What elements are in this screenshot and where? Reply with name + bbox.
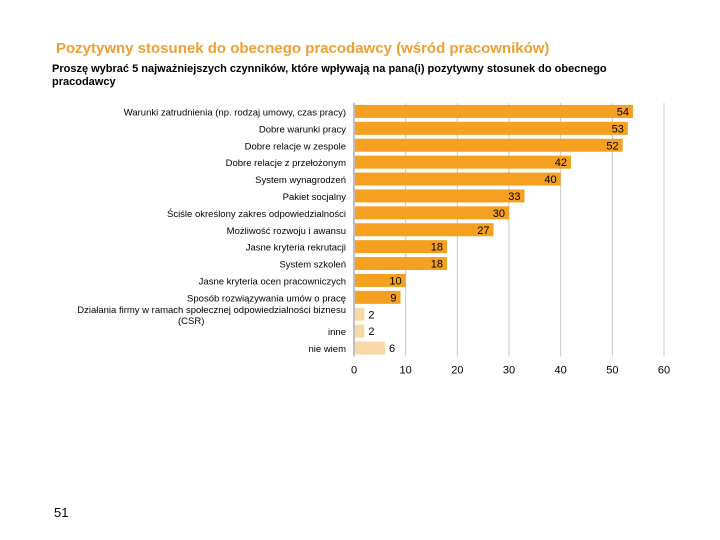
data-label: 40 [544,174,556,186]
bar [355,341,385,355]
page-number: 51 [54,505,69,520]
bar [355,223,494,237]
bar [355,206,509,220]
data-label: 42 [555,157,567,169]
x-tick-label: 50 [606,365,618,377]
category-label: Dobre relacje z przełożonym [226,158,346,169]
category-label: Dobre relacje w zespole [245,141,346,152]
category-label: Warunki zatrudnienia (np. rodzaj umowy, … [124,107,346,118]
data-label: 53 [612,123,624,135]
category-label: Sposób rozwiązywania umów o pracę [187,293,346,304]
category-label: Ściśle określony zakres odpowiedzialnośc… [167,208,346,220]
chart-title: Pozytywny stosunek do obecnego pracodawc… [56,40,550,57]
bar [355,273,406,287]
category-label: Jasne kryteria ocen pracowniczych [199,276,346,287]
bar [355,257,447,271]
category-label: Jasne kryteria rekrutacji [246,243,346,254]
bar [355,121,628,135]
bar [355,172,561,186]
x-tick-label: 20 [451,365,463,377]
x-tick-label: 10 [400,365,412,377]
x-tick-label: 60 [658,365,670,377]
bar [355,240,447,254]
category-label: System wynagrodzeń [255,175,346,186]
bar [355,324,365,338]
category-label: Działania firmy w ramach społecznej odpo… [77,305,346,316]
data-label: 6 [389,343,395,355]
data-label: 2 [368,309,374,321]
data-label: 30 [493,208,505,220]
data-label: 18 [431,242,443,254]
x-tick-label: 0 [351,365,357,377]
category-label: Możliwość rozwoju i awansu [227,226,346,237]
bar [355,189,525,203]
data-label: 2 [368,326,374,338]
bar [355,155,571,169]
category-label: Dobre warunki pracy [259,124,346,135]
category-label: System szkoleń [279,260,346,271]
data-label: 9 [390,292,396,304]
category-label: Pakiet socjalny [283,192,347,203]
x-tick-label: 30 [503,365,515,377]
category-label: nie wiem [309,344,347,355]
bar [355,104,633,118]
bar [355,307,365,321]
data-label: 54 [617,106,629,118]
data-label: 18 [431,259,443,271]
bar [355,290,401,304]
chart-subtitle: Proszę wybrać 5 najważniejszych czynnikó… [52,63,607,88]
bar [355,138,623,152]
category-label: (CSR) [178,316,204,327]
x-tick-label: 40 [555,365,567,377]
data-label: 10 [389,275,401,287]
data-label: 27 [477,225,489,237]
data-label: 52 [606,140,618,152]
category-label: inne [328,327,346,338]
data-label: 33 [508,191,520,203]
